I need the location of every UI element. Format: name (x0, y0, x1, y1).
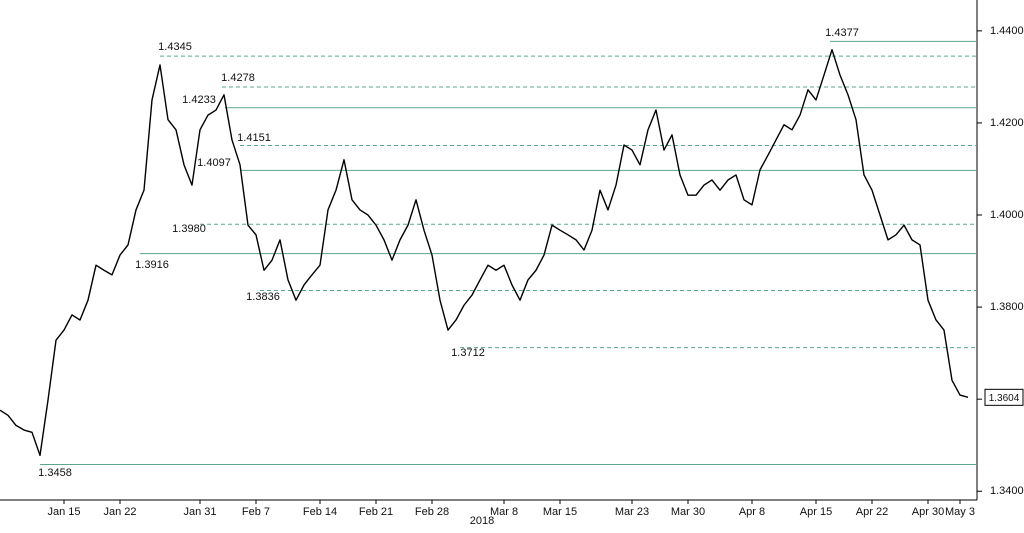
x-tick-label: Feb 21 (359, 506, 393, 518)
x-tick-label: Apr 22 (856, 506, 888, 518)
level-label: 1.4345 (158, 41, 192, 53)
level-label: 1.3458 (38, 467, 72, 479)
x-axis-year: 2018 (470, 515, 494, 527)
x-tick-label: Feb 7 (242, 506, 270, 518)
last-price-label: 1.3604 (989, 393, 1020, 404)
x-tick-label: May 3 (945, 506, 975, 518)
x-tick-label: Mar 8 (490, 506, 518, 518)
y-tick-label: 1.4200 (990, 117, 1024, 129)
level-label: 1.4151 (237, 132, 271, 144)
y-tick-label: 1.3800 (990, 301, 1024, 313)
x-tick-label: Mar 23 (615, 506, 649, 518)
x-tick-label: Jan 31 (183, 506, 216, 518)
x-tick-label: Feb 14 (303, 506, 337, 518)
x-tick-label: Jan 22 (103, 506, 136, 518)
price-line (0, 49, 969, 457)
level-label: 1.3916 (135, 259, 169, 271)
level-label: 1.4278 (221, 72, 255, 84)
y-tick-label: 1.4400 (990, 25, 1024, 37)
level-label: 1.4377 (825, 27, 859, 39)
x-tick-label: Mar 30 (671, 506, 705, 518)
level-label: 1.4097 (197, 157, 231, 169)
level-label: 1.3980 (172, 223, 206, 235)
y-tick-label: 1.3400 (990, 485, 1024, 497)
x-tick-label: Feb 28 (415, 506, 449, 518)
level-label: 1.3712 (451, 347, 485, 359)
x-tick-label: Apr 30 (912, 506, 944, 518)
level-label: 1.3836 (246, 291, 280, 303)
level-label: 1.4233 (182, 94, 216, 106)
x-tick-label: Apr 15 (800, 506, 832, 518)
x-tick-label: Jan 15 (47, 506, 80, 518)
y-tick-label: 1.4000 (990, 209, 1024, 221)
x-tick-label: Mar 15 (543, 506, 577, 518)
last-price-box (984, 388, 1024, 406)
x-tick-label: Apr 8 (739, 506, 765, 518)
